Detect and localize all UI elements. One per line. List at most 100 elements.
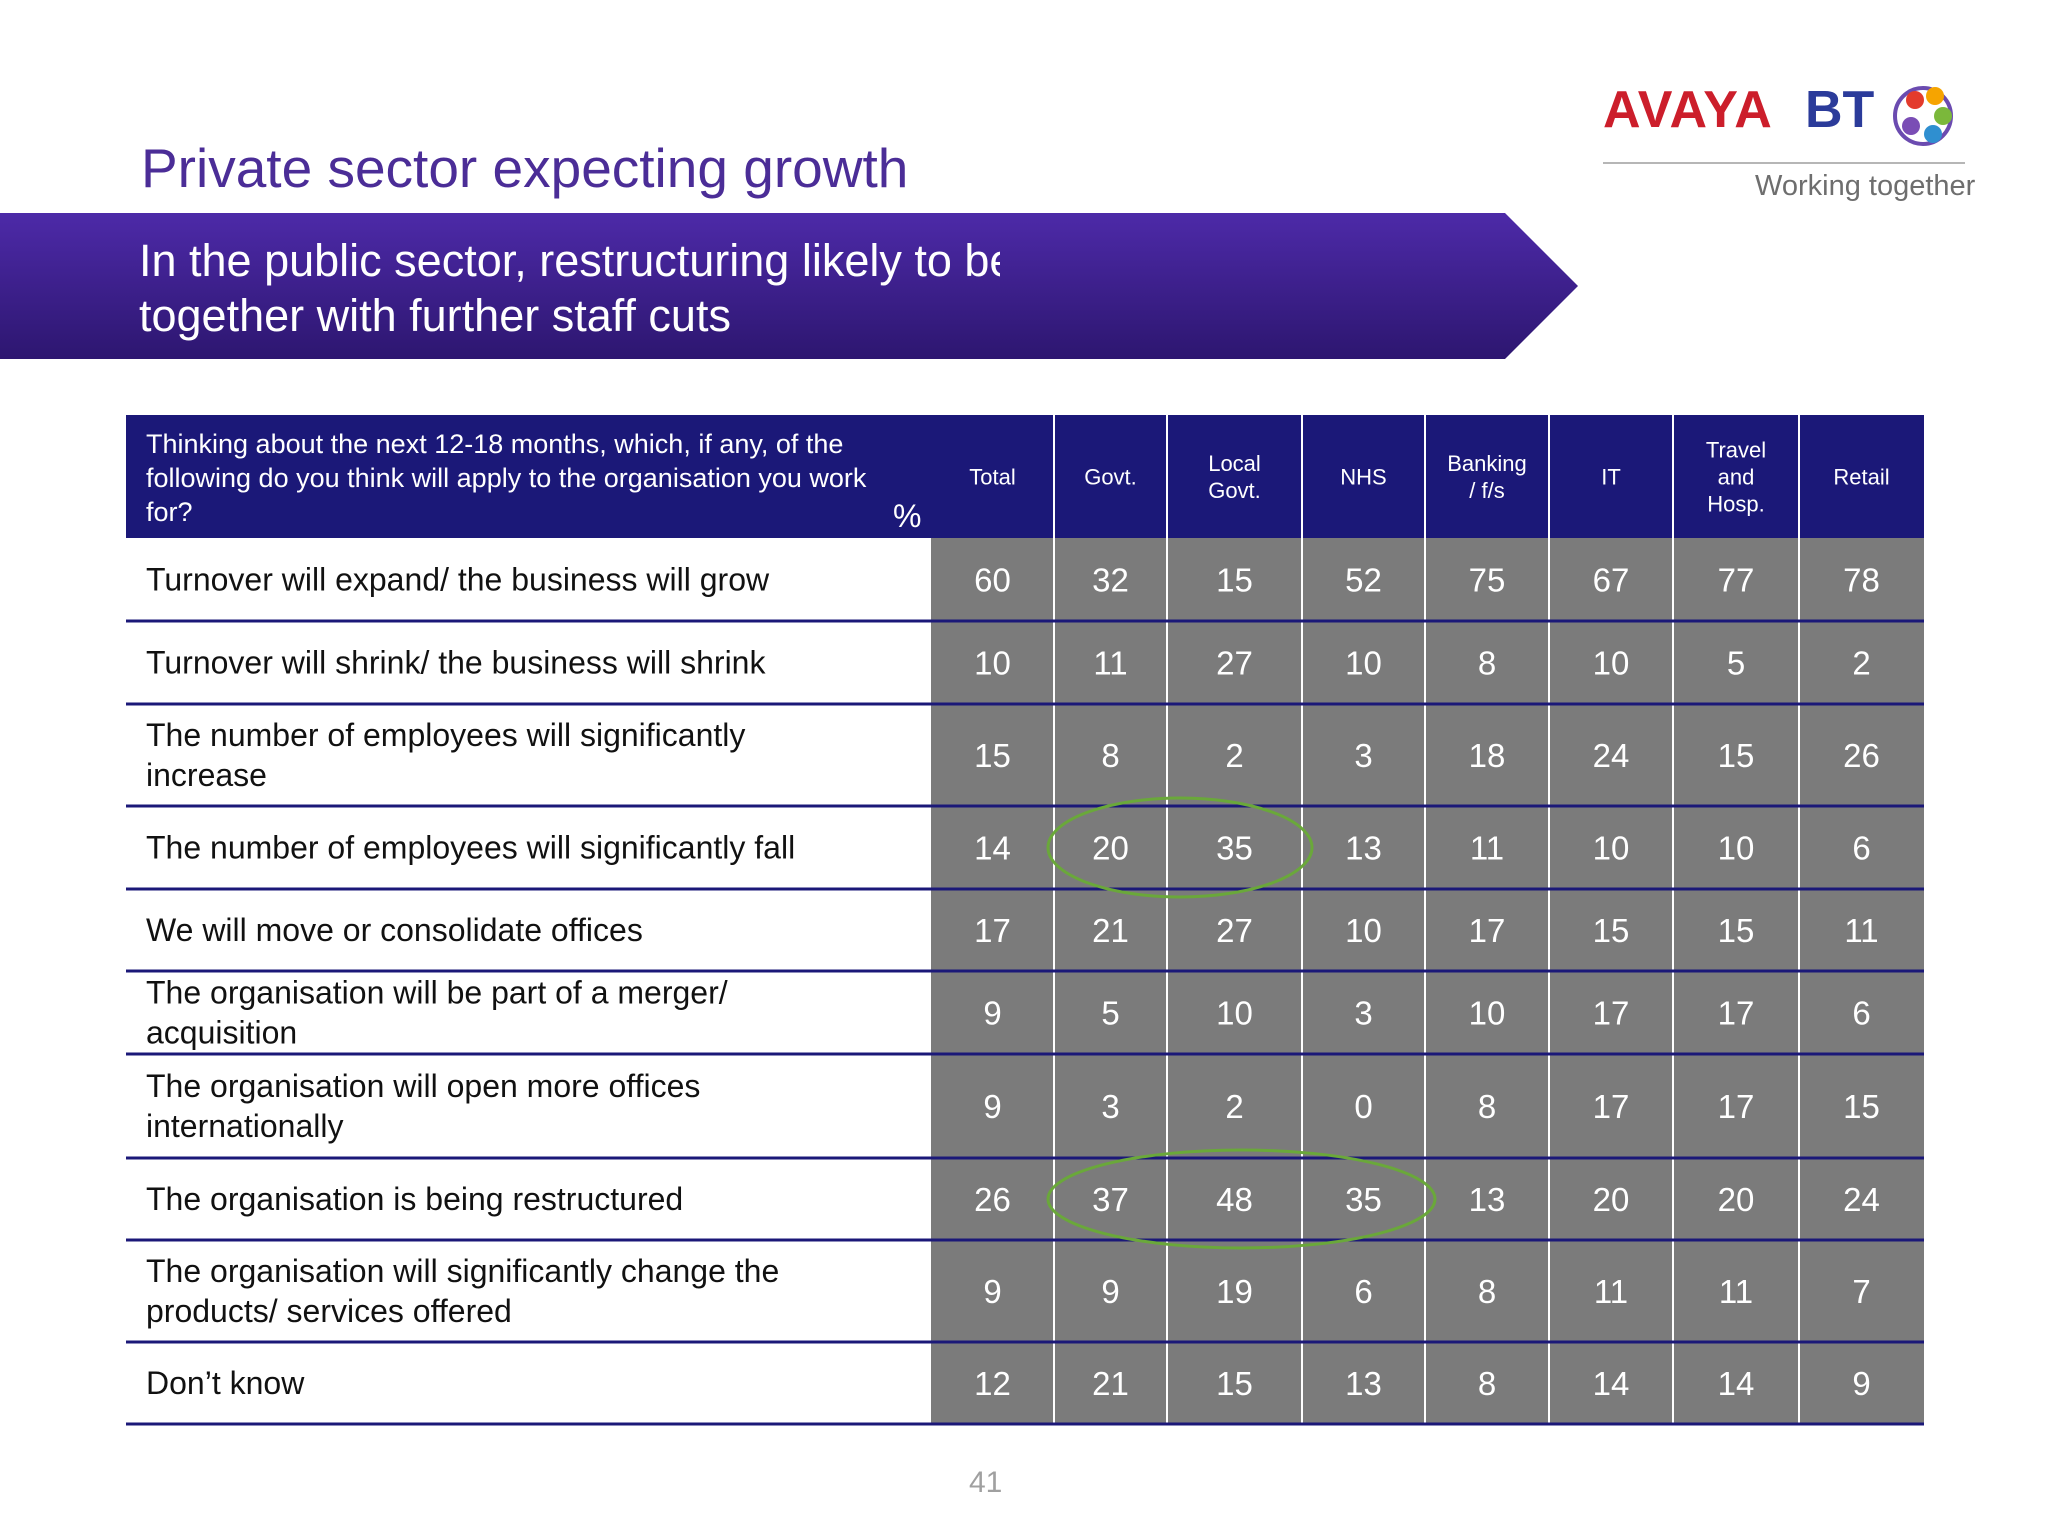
bt-logo-text: BT bbox=[1805, 81, 1875, 139]
column-header-2: Govt. bbox=[1208, 478, 1261, 503]
cell-value: 20 bbox=[1092, 830, 1129, 867]
column-header-5: IT bbox=[1601, 465, 1621, 490]
cell-value: 17 bbox=[1469, 912, 1506, 949]
cell-value: 13 bbox=[1345, 830, 1382, 867]
column-header-6: Hosp. bbox=[1707, 492, 1764, 517]
cell-value: 17 bbox=[1718, 995, 1755, 1032]
row-label-2: increase bbox=[146, 757, 267, 793]
column-header-1: Govt. bbox=[1084, 465, 1137, 490]
cell-value: 3 bbox=[1354, 737, 1372, 774]
cell-value: 24 bbox=[1843, 1181, 1880, 1218]
cell-value: 9 bbox=[983, 995, 1001, 1032]
cell-value: 5 bbox=[1101, 995, 1119, 1032]
cell-value: 15 bbox=[1718, 737, 1755, 774]
cell-value: 17 bbox=[1593, 1088, 1630, 1125]
cell-value: 2 bbox=[1852, 645, 1870, 682]
cell-value: 48 bbox=[1216, 1181, 1253, 1218]
cell-value: 11 bbox=[1719, 1273, 1753, 1310]
column-header-2: Local bbox=[1208, 451, 1261, 476]
cell-value: 24 bbox=[1593, 737, 1630, 774]
cell-value: 0 bbox=[1354, 1088, 1372, 1125]
cell-value: 32 bbox=[1092, 562, 1129, 599]
cell-value: 14 bbox=[974, 830, 1011, 867]
row-label-8: products/ services offered bbox=[146, 1293, 512, 1329]
cell-value: 13 bbox=[1345, 1365, 1382, 1402]
unit-label: % bbox=[893, 498, 921, 534]
cell-value: 6 bbox=[1852, 995, 1870, 1032]
brand-logo: AVAYA BT Working together bbox=[1595, 60, 1975, 210]
slide-title: Private sector expecting growth bbox=[141, 137, 909, 199]
column-header-6: and bbox=[1718, 465, 1755, 490]
cell-value: 6 bbox=[1852, 830, 1870, 867]
cell-value: 15 bbox=[1593, 912, 1630, 949]
cell-value: 8 bbox=[1478, 1365, 1496, 1402]
question-text-line: for? bbox=[146, 497, 193, 527]
cell-value: 18 bbox=[1469, 737, 1506, 774]
cell-value: 19 bbox=[1216, 1273, 1253, 1310]
cell-value: 9 bbox=[983, 1273, 1001, 1310]
cell-value: 10 bbox=[1345, 645, 1382, 682]
banner-arrow-shape bbox=[0, 213, 1000, 359]
cell-value: 17 bbox=[1593, 995, 1630, 1032]
cell-value: 8 bbox=[1478, 1273, 1496, 1310]
column-header-7: Retail bbox=[1833, 465, 1889, 490]
cell-value: 27 bbox=[1216, 912, 1253, 949]
highlight-ellipse bbox=[1046, 796, 1314, 899]
cell-value: 26 bbox=[1843, 737, 1880, 774]
column-header-6: Travel bbox=[1706, 438, 1766, 463]
column-header-0: Total bbox=[969, 465, 1015, 490]
subtitle-banner: In the public sector, restructuring like… bbox=[0, 213, 1215, 359]
avaya-logo-text: AVAYA bbox=[1603, 81, 1773, 139]
cell-value: 11 bbox=[1093, 645, 1127, 682]
cell-value: 15 bbox=[1216, 562, 1253, 599]
cell-value: 8 bbox=[1478, 1088, 1496, 1125]
row-label-9: Don’t know bbox=[146, 1365, 305, 1401]
cell-value: 15 bbox=[1843, 1088, 1880, 1125]
cell-value: 17 bbox=[974, 912, 1011, 949]
row-label-5: The organisation will be part of a merge… bbox=[146, 975, 728, 1011]
cell-value: 3 bbox=[1101, 1088, 1119, 1125]
row-label-7: The organisation is being restructured bbox=[146, 1181, 683, 1217]
cell-value: 21 bbox=[1092, 912, 1129, 949]
row-label-8: The organisation will significantly chan… bbox=[146, 1253, 779, 1289]
cell-value: 67 bbox=[1593, 562, 1630, 599]
cell-value: 17 bbox=[1718, 1088, 1755, 1125]
cell-value: 11 bbox=[1470, 830, 1504, 867]
cell-value: 6 bbox=[1354, 1273, 1372, 1310]
table-header-bg bbox=[126, 415, 1924, 538]
column-header-3: NHS bbox=[1340, 465, 1386, 490]
cell-value: 8 bbox=[1101, 737, 1119, 774]
cell-value: 2 bbox=[1225, 1088, 1243, 1125]
cell-value: 9 bbox=[1101, 1273, 1119, 1310]
question-text-line: Thinking about the next 12-18 months, wh… bbox=[146, 429, 843, 459]
cell-value: 35 bbox=[1216, 830, 1253, 867]
column-header-4: / f/s bbox=[1469, 478, 1504, 503]
cell-value: 10 bbox=[1718, 830, 1755, 867]
logo-tagline: Working together bbox=[1755, 170, 1976, 202]
highlight-ellipse bbox=[1046, 1148, 1437, 1250]
cell-value: 10 bbox=[1593, 645, 1630, 682]
cell-value: 3 bbox=[1354, 995, 1372, 1032]
cell-value: 14 bbox=[1593, 1365, 1630, 1402]
cell-value: 35 bbox=[1345, 1181, 1382, 1218]
row-label-4: We will move or consolidate offices bbox=[146, 912, 643, 948]
cell-value: 15 bbox=[1718, 912, 1755, 949]
cell-value: 2 bbox=[1225, 737, 1243, 774]
cell-value: 26 bbox=[974, 1181, 1011, 1218]
data-block-bg bbox=[931, 538, 1924, 1424]
cell-value: 11 bbox=[1844, 912, 1878, 949]
cell-value: 21 bbox=[1092, 1365, 1129, 1402]
row-label-6: The organisation will open more offices bbox=[146, 1068, 700, 1104]
cell-value: 11 bbox=[1594, 1273, 1628, 1310]
row-label-3: The number of employees will significant… bbox=[146, 830, 795, 866]
question-text-line: following do you think will apply to the… bbox=[146, 463, 867, 493]
cell-value: 12 bbox=[974, 1365, 1011, 1402]
page-number: 41 bbox=[969, 1466, 1003, 1499]
cell-value: 78 bbox=[1843, 562, 1880, 599]
row-label-5: acquisition bbox=[146, 1015, 297, 1051]
column-header-4: Banking bbox=[1447, 451, 1527, 476]
bt-globe-icon bbox=[1893, 86, 1953, 146]
cell-value: 77 bbox=[1718, 562, 1755, 599]
cell-value: 27 bbox=[1216, 645, 1253, 682]
cell-value: 15 bbox=[974, 737, 1011, 774]
